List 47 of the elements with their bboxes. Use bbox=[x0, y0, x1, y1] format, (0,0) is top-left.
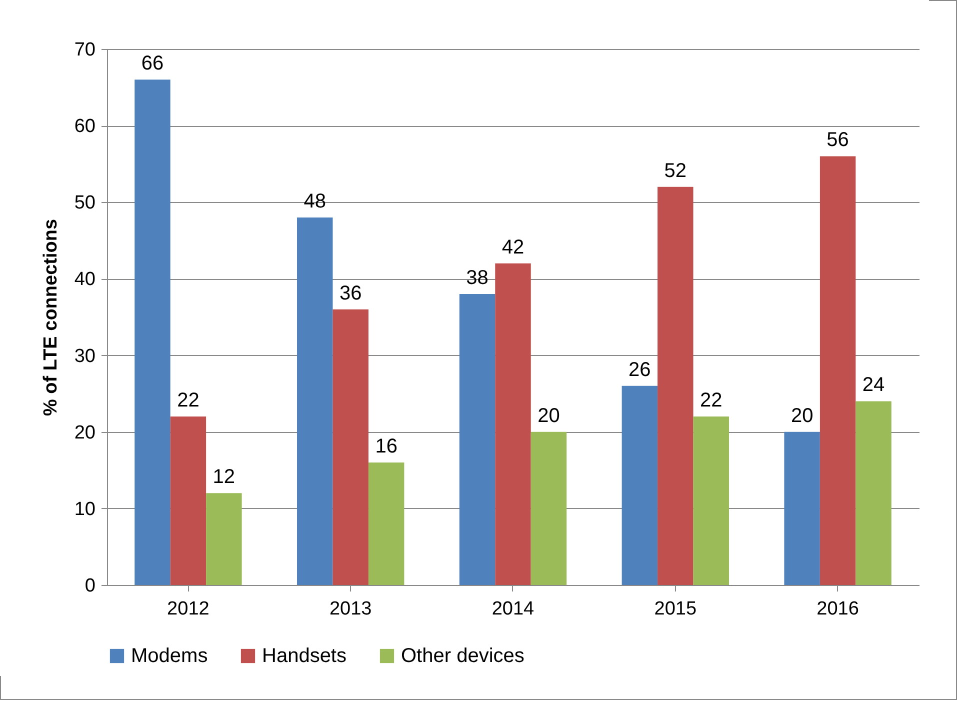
y-tick-label: 30 bbox=[74, 346, 96, 367]
bar bbox=[658, 186, 694, 585]
y-tick-label: 50 bbox=[74, 192, 96, 214]
legend-label: Modems bbox=[131, 645, 208, 667]
y-axis-title: % of LTE connections bbox=[40, 218, 62, 416]
bar bbox=[856, 401, 892, 585]
y-tick-label: 0 bbox=[84, 576, 96, 596]
data-label: 38 bbox=[466, 267, 488, 290]
bar bbox=[693, 416, 729, 585]
y-tick-label: 40 bbox=[74, 269, 96, 290]
bar bbox=[332, 309, 368, 585]
data-label: 56 bbox=[826, 129, 849, 152]
data-label: 12 bbox=[212, 466, 236, 488]
data-label: 20 bbox=[790, 404, 814, 427]
x-tick-label: 2015 bbox=[654, 598, 697, 620]
y-tick-label: 20 bbox=[74, 422, 96, 444]
bar bbox=[206, 493, 242, 585]
data-label: 26 bbox=[628, 358, 651, 381]
legend-label: Other devices bbox=[401, 645, 524, 667]
bar bbox=[368, 462, 404, 585]
legend-label: Handsets bbox=[262, 645, 346, 667]
data-label: 24 bbox=[862, 374, 885, 396]
data-label: 42 bbox=[502, 236, 524, 258]
data-label: 52 bbox=[664, 160, 687, 182]
bar bbox=[297, 217, 333, 585]
x-tick-label: 2014 bbox=[492, 598, 535, 620]
y-tick-label: 60 bbox=[74, 116, 96, 138]
data-label: 16 bbox=[375, 435, 398, 458]
y-tick-label: 70 bbox=[74, 40, 96, 60]
data-label: 22 bbox=[177, 390, 200, 412]
x-tick-label: 2016 bbox=[816, 598, 859, 620]
bar bbox=[495, 263, 531, 585]
bar bbox=[622, 386, 658, 585]
bar bbox=[134, 80, 170, 585]
x-tick-label: 2012 bbox=[167, 598, 210, 620]
bar bbox=[784, 432, 820, 585]
data-label: 66 bbox=[141, 52, 164, 75]
data-label: 48 bbox=[304, 190, 326, 212]
data-label: 20 bbox=[538, 404, 560, 427]
bar bbox=[170, 416, 206, 585]
data-label: 22 bbox=[700, 390, 722, 412]
data-label: 36 bbox=[339, 282, 362, 304]
bar bbox=[459, 294, 496, 585]
bar bbox=[530, 432, 567, 585]
y-tick-label: 10 bbox=[74, 498, 96, 520]
bar bbox=[820, 156, 856, 585]
x-tick-label: 2013 bbox=[329, 598, 372, 620]
